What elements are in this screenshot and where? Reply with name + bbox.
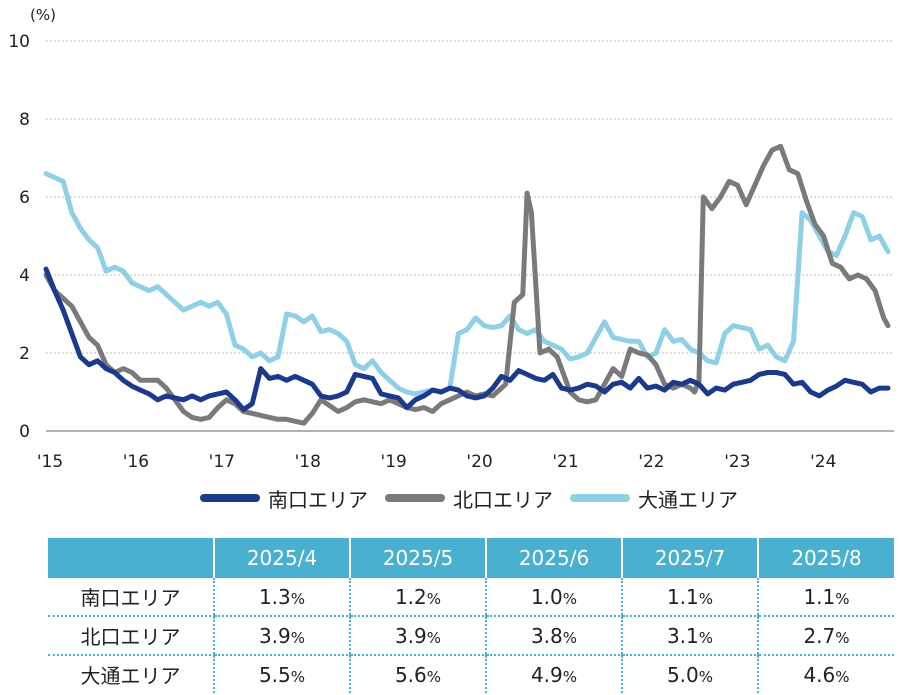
cell-unit: %	[290, 589, 306, 608]
row-label: 南口エリア	[48, 578, 214, 617]
table-cell: 4.6%	[757, 655, 894, 693]
table-header-row: 2025/4 2025/5 2025/6 2025/7 2025/8	[48, 538, 894, 578]
y-tick-label: 0	[19, 422, 30, 442]
cell-unit: %	[426, 667, 442, 686]
cell-unit: %	[290, 667, 306, 686]
cell-unit: %	[698, 589, 714, 608]
cell-value: 1.1	[666, 584, 699, 609]
legend-label-north: 北口エリア	[453, 487, 553, 512]
cell-value: 4.6	[803, 662, 836, 687]
cell-value: 5.5	[258, 662, 291, 687]
cell-unit: %	[698, 667, 714, 686]
cell-value: 1.2	[394, 584, 427, 609]
x-tick-label: '16	[123, 452, 149, 472]
legend-swatch-odori	[570, 494, 630, 502]
x-tick-label: '24	[810, 452, 836, 472]
cell-unit: %	[562, 628, 578, 647]
x-tick-label: '18	[295, 452, 321, 472]
table-header-cell: 2025/4	[213, 538, 350, 578]
table-header-cell: 2025/8	[757, 538, 894, 578]
table-row: 南口エリア 1.3% 1.2% 1.0% 1.1% 1.1%	[48, 578, 894, 617]
table-cell: 4.9%	[485, 655, 622, 693]
y-tick-label: 2	[19, 344, 30, 364]
table-cell: 3.8%	[485, 616, 622, 656]
y-unit-label: (%)	[30, 6, 56, 24]
vacancy-table: 2025/4 2025/5 2025/6 2025/7 2025/8 南口エリア…	[48, 538, 894, 693]
legend-label-south: 南口エリア	[268, 487, 368, 512]
series-line-south	[43, 266, 891, 413]
legend-label-odori: 大通エリア	[638, 487, 738, 512]
series-lines	[43, 143, 891, 426]
table-cell: 3.1%	[621, 616, 758, 656]
series-line-odori	[43, 171, 891, 397]
cell-unit: %	[290, 628, 306, 647]
table-row: 大通エリア 5.5% 5.6% 4.9% 5.0% 4.6%	[48, 655, 894, 693]
y-tick-label: 8	[19, 110, 30, 130]
cell-unit: %	[562, 667, 578, 686]
table-cell: 1.2%	[349, 578, 486, 617]
table-row: 北口エリア 3.9% 3.9% 3.8% 3.1% 2.7%	[48, 616, 894, 656]
x-tick-labels: '15 '16 '17 '18 '19 '20 '21 '22 '23 '24	[37, 452, 837, 472]
x-tick-label: '22	[638, 452, 664, 472]
table-cell: 1.1%	[757, 578, 894, 617]
cell-value: 5.0	[666, 662, 699, 687]
x-tick-label: '19	[381, 452, 407, 472]
y-tick-labels: 0 2 4 6 8 10	[8, 32, 30, 442]
legend: 南口エリア 北口エリア 大通エリア	[0, 482, 900, 514]
legend-item-north: 北口エリア	[385, 482, 553, 514]
table-cell: 3.9%	[349, 616, 486, 656]
cell-unit: %	[562, 589, 578, 608]
cell-value: 2.7	[803, 623, 836, 648]
x-tick-label: '15	[37, 452, 63, 472]
cell-value: 4.9	[530, 662, 563, 687]
legend-swatch-north	[385, 494, 445, 502]
table-cell: 1.1%	[621, 578, 758, 617]
cell-value: 1.0	[530, 584, 563, 609]
table-cell: 5.5%	[213, 655, 350, 693]
cell-value: 1.1	[803, 584, 836, 609]
cell-unit: %	[835, 628, 850, 647]
gridlines	[46, 40, 894, 354]
table-header-blank	[48, 538, 214, 578]
table-header-cell: 2025/7	[621, 538, 758, 578]
y-tick-label: 10	[8, 32, 30, 52]
cell-unit: %	[426, 589, 442, 608]
cell-unit: %	[835, 589, 850, 608]
cell-value: 1.3	[258, 584, 291, 609]
legend-item-odori: 大通エリア	[570, 482, 738, 514]
table-header-cell: 2025/5	[349, 538, 486, 578]
series-line-north	[43, 143, 891, 426]
legend-swatch-south	[200, 494, 260, 502]
cell-value: 3.9	[394, 623, 427, 648]
x-tick-label: '17	[209, 452, 235, 472]
cell-unit: %	[698, 628, 714, 647]
cell-unit: %	[835, 667, 850, 686]
x-tick-label: '23	[724, 452, 750, 472]
table-cell: 1.0%	[485, 578, 622, 617]
cell-value: 5.6	[394, 662, 427, 687]
y-tick-label: 4	[19, 266, 30, 286]
table-cell: 5.0%	[621, 655, 758, 693]
legend-item-south: 南口エリア	[200, 482, 368, 514]
table-cell: 1.3%	[213, 578, 350, 617]
table-cell: 5.6%	[349, 655, 486, 693]
table-header-cell: 2025/6	[485, 538, 622, 578]
row-label: 大通エリア	[80, 664, 181, 688]
cell-value: 3.9	[258, 623, 291, 648]
cell-value: 3.8	[530, 623, 563, 648]
table-cell: 2.7%	[757, 616, 894, 656]
x-tick-label: '20	[466, 452, 492, 472]
y-tick-label: 6	[19, 188, 30, 208]
x-tick-label: '21	[552, 452, 578, 472]
row-label: 北口エリア	[48, 616, 214, 656]
cell-value: 3.1	[666, 623, 699, 648]
cell-unit: %	[426, 628, 442, 647]
table-cell: 3.9%	[213, 616, 350, 656]
